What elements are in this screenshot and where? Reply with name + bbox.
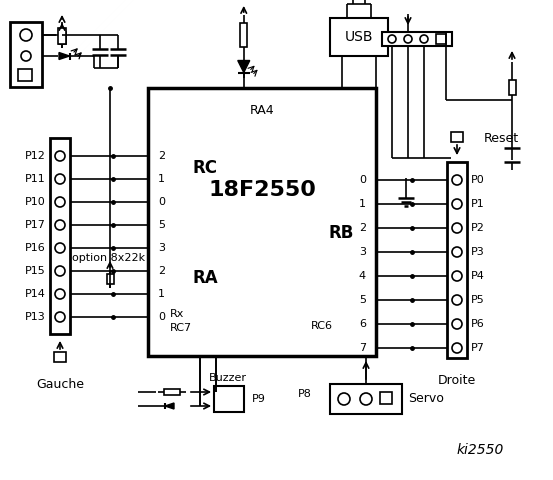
Text: P12: P12 xyxy=(25,151,46,161)
Text: P0: P0 xyxy=(471,175,485,185)
Text: RA4: RA4 xyxy=(250,104,274,117)
Text: Reset: Reset xyxy=(484,132,519,144)
Text: 0: 0 xyxy=(158,312,165,322)
Text: RB: RB xyxy=(328,224,353,242)
Text: RC7: RC7 xyxy=(170,323,192,333)
Text: 2: 2 xyxy=(359,223,366,233)
Text: RC: RC xyxy=(193,159,218,177)
Text: 3: 3 xyxy=(359,247,366,257)
Text: Rx: Rx xyxy=(170,309,184,319)
Text: P1: P1 xyxy=(471,199,485,209)
Text: P4: P4 xyxy=(471,271,485,281)
Bar xyxy=(50,138,70,334)
Text: P7: P7 xyxy=(471,343,485,353)
Bar xyxy=(436,34,446,44)
Text: P15: P15 xyxy=(25,266,46,276)
Bar xyxy=(451,132,463,142)
Text: P3: P3 xyxy=(471,247,485,257)
Text: 5: 5 xyxy=(158,220,165,230)
Text: 0: 0 xyxy=(359,175,366,185)
Bar xyxy=(148,88,376,356)
Bar xyxy=(58,28,66,44)
Text: Buzzer: Buzzer xyxy=(209,373,247,383)
Text: P8: P8 xyxy=(298,389,312,399)
Text: 1: 1 xyxy=(359,199,366,209)
Text: P9: P9 xyxy=(252,394,266,404)
Bar xyxy=(10,22,42,87)
Bar xyxy=(54,352,66,362)
Text: 7: 7 xyxy=(359,343,366,353)
Text: 2: 2 xyxy=(158,151,165,161)
Text: P14: P14 xyxy=(25,289,46,299)
Text: 6: 6 xyxy=(359,319,366,329)
Text: 3: 3 xyxy=(158,243,165,253)
Text: Gauche: Gauche xyxy=(36,377,84,391)
Text: ki2550: ki2550 xyxy=(456,443,504,457)
Bar xyxy=(447,162,467,358)
Bar xyxy=(380,392,392,404)
Text: 0: 0 xyxy=(158,197,165,207)
Text: P13: P13 xyxy=(25,312,46,322)
Text: 1: 1 xyxy=(158,289,165,299)
Text: P11: P11 xyxy=(25,174,46,184)
Text: P10: P10 xyxy=(25,197,46,207)
Polygon shape xyxy=(59,52,70,60)
Text: USB: USB xyxy=(345,30,373,44)
Text: 18F2550: 18F2550 xyxy=(208,180,316,200)
Text: 5: 5 xyxy=(359,295,366,305)
Bar xyxy=(240,23,247,47)
Text: Servo: Servo xyxy=(408,393,444,406)
Text: P2: P2 xyxy=(471,223,485,233)
Bar xyxy=(382,32,452,46)
Bar xyxy=(330,384,402,414)
Text: P17: P17 xyxy=(25,220,46,230)
Bar xyxy=(214,386,244,412)
Text: Droite: Droite xyxy=(438,373,476,386)
Text: P5: P5 xyxy=(471,295,485,305)
Text: 2: 2 xyxy=(158,266,165,276)
Polygon shape xyxy=(238,60,250,72)
Text: RA: RA xyxy=(193,269,218,287)
Text: option 8x22k: option 8x22k xyxy=(72,253,145,263)
Text: 4: 4 xyxy=(359,271,366,281)
Bar xyxy=(107,274,113,284)
Text: RC6: RC6 xyxy=(311,321,333,331)
Text: P16: P16 xyxy=(25,243,46,253)
Bar xyxy=(164,389,180,395)
Bar xyxy=(59,32,65,44)
Polygon shape xyxy=(165,403,174,409)
Bar xyxy=(330,18,388,56)
Bar xyxy=(509,80,515,95)
Text: P6: P6 xyxy=(471,319,485,329)
Text: 1: 1 xyxy=(158,174,165,184)
Bar xyxy=(18,69,32,81)
